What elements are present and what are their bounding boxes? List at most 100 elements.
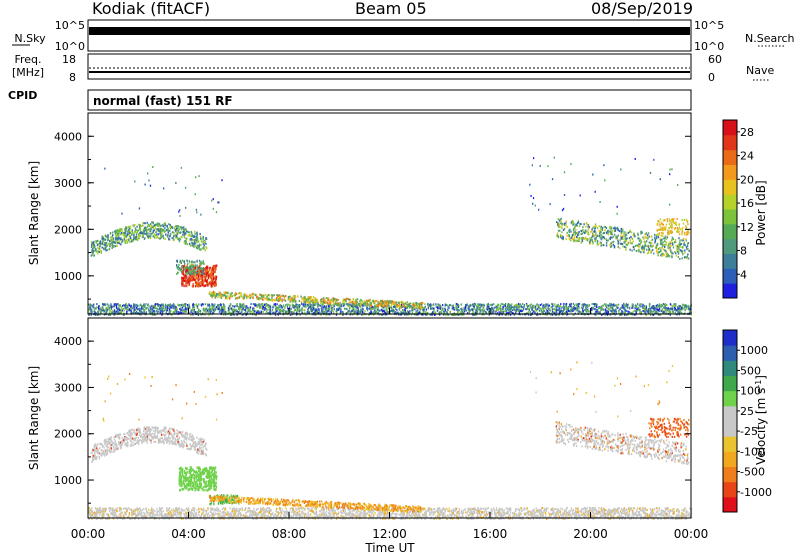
- power-cell: [212, 291, 215, 294]
- power-cell: [361, 303, 363, 306]
- power-cell: [215, 308, 217, 311]
- power-cell: [616, 305, 618, 308]
- power-cell: [118, 308, 121, 311]
- power-cell: [101, 236, 104, 239]
- power-cell: [196, 305, 198, 308]
- power-cell: [343, 303, 346, 306]
- power-cell: [314, 308, 316, 311]
- power-cell: [183, 284, 185, 288]
- power-cell: [211, 303, 213, 306]
- power-cell: [556, 311, 558, 314]
- power-cell: [356, 303, 358, 306]
- power-cell: [638, 243, 640, 246]
- power-cell: [640, 312, 642, 315]
- power-cell: [503, 310, 505, 313]
- power-cell: [90, 310, 92, 313]
- power-cell: [221, 310, 223, 313]
- power-cell: [408, 310, 411, 313]
- power-cell: [295, 299, 297, 302]
- power-cell: [208, 266, 210, 270]
- power-cell: [316, 303, 318, 306]
- power-cell: [112, 231, 114, 234]
- power-cell: [605, 309, 607, 312]
- power-cell: [233, 309, 236, 312]
- power-cell: [128, 309, 130, 312]
- power-cell: [242, 297, 244, 300]
- power-cell: [556, 304, 558, 307]
- power-cell: [106, 309, 109, 312]
- power-cell: [665, 311, 667, 314]
- power-cell: [132, 303, 135, 306]
- power-cell: [434, 311, 436, 314]
- power-cell: [243, 296, 245, 299]
- power-cell: [355, 308, 357, 311]
- power-cell: [194, 232, 196, 235]
- power-cell: [392, 308, 394, 311]
- power-cell: [636, 308, 638, 311]
- power-cell: [258, 311, 260, 314]
- power-cell: [638, 244, 641, 247]
- power-cell: [571, 306, 573, 309]
- power-cell: [312, 301, 314, 304]
- power-cell: [182, 226, 184, 229]
- power-cell: [327, 307, 330, 310]
- power-cell: [165, 229, 168, 232]
- power-cell: [100, 251, 103, 254]
- power-cell: [200, 261, 202, 264]
- power-cell: [177, 231, 180, 234]
- power-cell: [200, 272, 202, 275]
- power-cell: [185, 227, 187, 230]
- power-cell: [131, 239, 133, 242]
- power-cell: [103, 239, 106, 242]
- power-cell: [375, 310, 378, 313]
- power-cell: [195, 277, 197, 280]
- power-cell: [363, 312, 365, 315]
- power-cell: [611, 241, 613, 244]
- power-cell: [203, 268, 205, 271]
- power-cell: [425, 310, 427, 313]
- power-cell: [114, 303, 117, 306]
- power-cell: [398, 313, 400, 316]
- power-cell: [581, 236, 584, 239]
- power-cell: [624, 236, 627, 239]
- power-cell: [304, 295, 306, 298]
- power-cell: [332, 306, 334, 309]
- power-cell: [348, 298, 351, 301]
- power-cell: [649, 307, 651, 310]
- power-cell: [323, 301, 326, 304]
- power-cell: [244, 293, 246, 296]
- power-cell: [298, 303, 300, 306]
- power-cell: [109, 232, 112, 235]
- power-cell: [558, 311, 561, 314]
- power-cell: [190, 266, 193, 269]
- power-cell: [665, 253, 668, 256]
- power-cell: [564, 304, 566, 307]
- power-cell: [93, 303, 95, 306]
- power-cell: [157, 233, 159, 236]
- power-cell: [198, 284, 200, 288]
- power-cell: [181, 284, 183, 287]
- power-cell: [322, 302, 324, 305]
- power-cell: [669, 303, 672, 306]
- power-cell: [286, 305, 289, 308]
- power-cell: [182, 272, 185, 276]
- power-cell: [388, 311, 390, 314]
- power-cell: [108, 308, 110, 311]
- power-cell: [180, 268, 182, 271]
- power-cell: [351, 307, 354, 310]
- power-cell: [657, 305, 659, 308]
- power-cell: [314, 301, 317, 304]
- power-cell: [212, 280, 214, 284]
- power-cell: [310, 308, 312, 311]
- power-cell: [185, 239, 187, 242]
- power-cell: [165, 304, 168, 307]
- power-cell: [172, 235, 175, 238]
- power-cell: [231, 305, 234, 308]
- power-cell: [97, 252, 99, 255]
- power-cell: [478, 304, 480, 307]
- power-cell: [377, 308, 379, 311]
- power-cell: [414, 303, 417, 306]
- power-cell: [315, 299, 317, 302]
- power-cell: [188, 283, 190, 287]
- power-cell: [675, 304, 677, 307]
